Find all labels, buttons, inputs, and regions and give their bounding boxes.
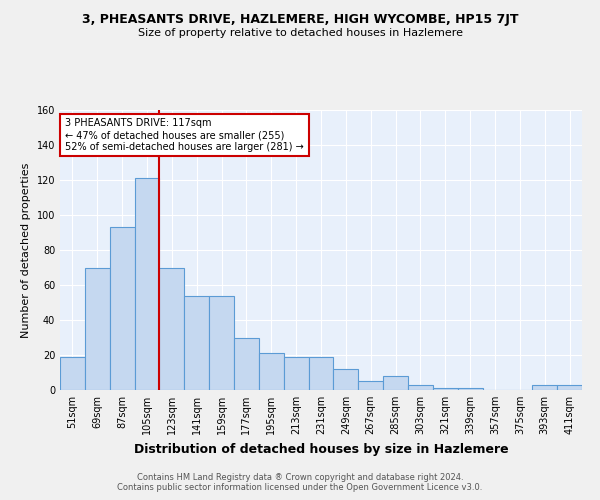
Bar [383,376,408,390]
Bar [458,388,482,390]
Bar [433,388,458,390]
Y-axis label: Number of detached properties: Number of detached properties [21,162,31,338]
Bar [209,296,234,390]
Bar [284,357,308,390]
Bar [557,385,582,390]
Bar [358,381,383,390]
Bar [134,178,160,390]
Text: 3 PHEASANTS DRIVE: 117sqm
← 47% of detached houses are smaller (255)
52% of semi: 3 PHEASANTS DRIVE: 117sqm ← 47% of detac… [65,118,304,152]
Bar [334,369,358,390]
Bar [85,268,110,390]
Bar [532,385,557,390]
Text: Size of property relative to detached houses in Hazlemere: Size of property relative to detached ho… [137,28,463,38]
Bar [184,296,209,390]
Bar [110,227,134,390]
Bar [308,357,334,390]
Bar [408,385,433,390]
Text: Contains HM Land Registry data ® Crown copyright and database right 2024.
Contai: Contains HM Land Registry data ® Crown c… [118,473,482,492]
Bar [60,357,85,390]
Bar [234,338,259,390]
Bar [259,353,284,390]
Text: 3, PHEASANTS DRIVE, HAZLEMERE, HIGH WYCOMBE, HP15 7JT: 3, PHEASANTS DRIVE, HAZLEMERE, HIGH WYCO… [82,12,518,26]
X-axis label: Distribution of detached houses by size in Hazlemere: Distribution of detached houses by size … [134,442,508,456]
Bar [160,268,184,390]
